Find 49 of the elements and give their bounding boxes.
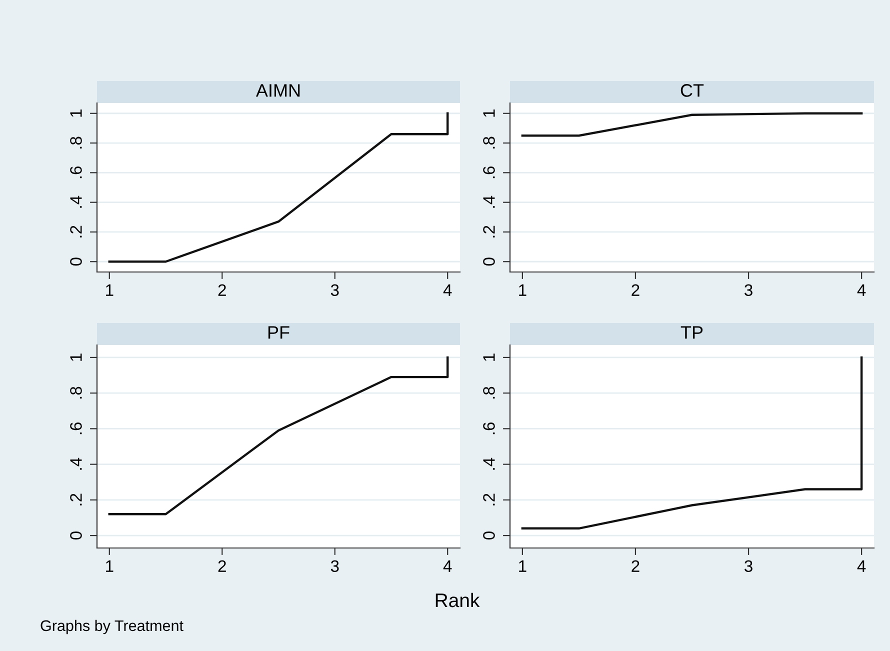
y-tick-label: 1 <box>483 110 495 117</box>
x-tick-label: 1 <box>106 560 114 572</box>
x-tick-label: 3 <box>744 560 752 572</box>
x-tick-label: 4 <box>443 284 452 296</box>
x-tick-label: 2 <box>632 560 640 572</box>
y-tick-label: .6 <box>70 422 82 434</box>
chart-title: PF <box>268 326 290 339</box>
y-tick-label: .8 <box>483 136 495 148</box>
x-tick-label: 3 <box>330 284 339 296</box>
x-tick-label: 2 <box>218 560 226 572</box>
y-tick-label: 0 <box>483 532 495 540</box>
y-tick-label: .4 <box>70 458 82 470</box>
y-tick-label: 1 <box>483 354 495 361</box>
y-tick-label: .6 <box>483 422 495 434</box>
y-tick-label: .2 <box>70 494 82 506</box>
x-tick-label: 4 <box>857 284 866 296</box>
y-tick-label: 0 <box>70 258 82 266</box>
x-tick-label: 3 <box>744 284 752 296</box>
y-tick-label: .6 <box>483 166 495 178</box>
x-tick-label: 4 <box>857 560 866 572</box>
y-tick-label: .6 <box>70 166 82 178</box>
x-tick-label: 1 <box>106 284 114 296</box>
y-tick-label: .2 <box>483 226 495 238</box>
y-tick-label: .2 <box>483 494 495 506</box>
x-axis-title: Rank <box>436 592 480 608</box>
x-tick-label: 1 <box>519 560 526 572</box>
line-series <box>108 356 449 516</box>
y-tick-label: .2 <box>70 226 82 238</box>
y-tick-label: .8 <box>483 386 495 399</box>
y-tick-label: 1 <box>70 110 82 117</box>
x-tick-label: 3 <box>330 560 339 572</box>
y-tick-label: .8 <box>70 386 82 399</box>
x-tick-label: 4 <box>443 560 452 572</box>
y-tick-label: .4 <box>70 196 82 208</box>
x-tick-label: 2 <box>218 284 226 296</box>
y-tick-label: 1 <box>70 354 82 361</box>
text: Graphs by Treatment <box>40 620 184 634</box>
line-series <box>521 356 863 530</box>
chart-title: TP <box>680 326 703 339</box>
y-tick-label: .4 <box>483 196 495 208</box>
chart-title: AIMN <box>256 84 300 97</box>
line-series <box>108 112 449 263</box>
y-tick-label: .8 <box>70 136 82 148</box>
chart-title: CT <box>680 84 704 97</box>
y-tick-label: .4 <box>483 458 495 470</box>
y-tick-label: 0 <box>483 258 495 266</box>
x-tick-label: 1 <box>519 284 526 296</box>
x-tick-label: 2 <box>632 284 640 296</box>
y-tick-label: 0 <box>70 532 82 540</box>
